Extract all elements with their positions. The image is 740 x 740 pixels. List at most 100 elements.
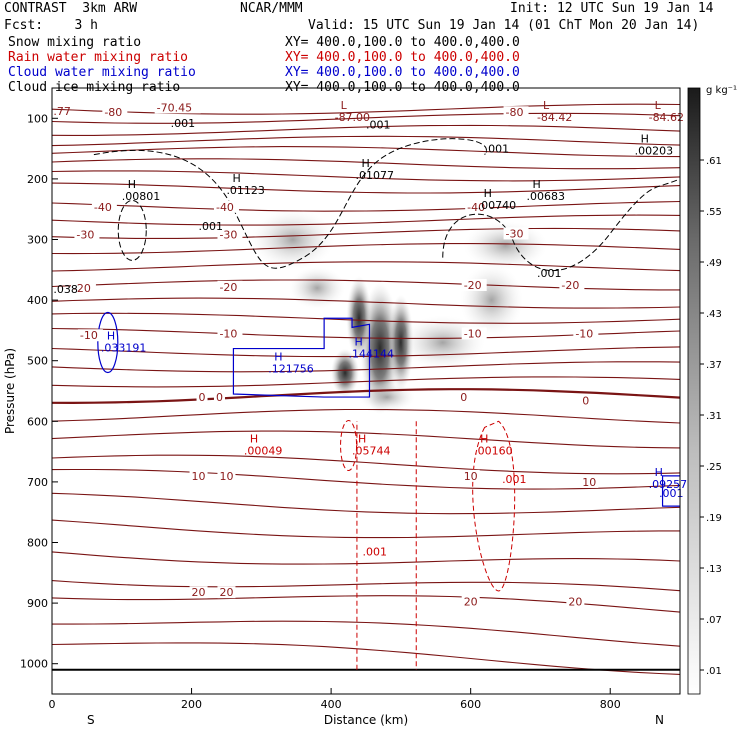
temp-label-0: -80 bbox=[104, 106, 122, 119]
axes: 0 200 400 600 800100200300400500600700800900… bbox=[3, 112, 664, 727]
snow-shade-1 bbox=[346, 276, 372, 361]
temp-label-2: -80 bbox=[506, 106, 524, 119]
title-left: CONTRAST 3km ARW bbox=[4, 1, 138, 16]
colorbar-ticks: .01 .07 .13 .19 .25 .31 .37 .43 .49 .55 .61 bbox=[700, 156, 722, 677]
colorbar-label-7: .43 bbox=[706, 309, 722, 320]
extremum-value-7: .00683 bbox=[526, 190, 565, 203]
temp-label-1: -70.45 bbox=[157, 101, 192, 114]
extremum-symbol-0: L bbox=[341, 99, 348, 112]
extremum-symbol-8: H bbox=[641, 133, 649, 146]
contour-value-9: .001 bbox=[659, 487, 684, 500]
temperature-line-21 bbox=[52, 408, 680, 424]
temperature-line-4 bbox=[52, 146, 680, 158]
temp-label-bg-3 bbox=[91, 200, 117, 213]
temperature-line-7 bbox=[52, 182, 680, 194]
contour-labels: -80 -70.45 -80 -40 -40 -40 -30 -30 -30 -20 -20 -20 -… bbox=[53, 99, 687, 608]
temp-label-12: -20 bbox=[561, 279, 579, 292]
rain-contour-small bbox=[340, 420, 358, 472]
temp-label-bg-13 bbox=[77, 329, 103, 342]
temperature-line-3 bbox=[52, 135, 680, 147]
snow-shade-8 bbox=[289, 266, 346, 309]
extremum-value-9: .033191 bbox=[101, 342, 147, 355]
temp-label-16: -10 bbox=[575, 327, 593, 340]
colorbar bbox=[687, 87, 701, 695]
temp-label-bg-5 bbox=[465, 200, 491, 213]
contour-value-6: .038 bbox=[53, 283, 77, 296]
extremum-value-14: .05744 bbox=[352, 445, 391, 458]
colorbar-label-2: .13 bbox=[706, 564, 722, 575]
temp-label-bg-9 bbox=[70, 281, 96, 294]
y-tick-label-9: 1000 bbox=[20, 658, 48, 671]
contour-value-8: .001 bbox=[363, 546, 388, 559]
temp-label-bg-24 bbox=[580, 475, 599, 488]
rain-contour-east bbox=[472, 420, 516, 592]
temp-label-bg-2 bbox=[503, 106, 529, 119]
extremum-symbol-6: H bbox=[484, 187, 492, 200]
colorbar-label-10: .61 bbox=[706, 156, 722, 167]
temperature-line-29 bbox=[52, 595, 680, 613]
temperature-line-17 bbox=[52, 346, 680, 358]
temp-label-bg-6 bbox=[74, 228, 100, 241]
temperature-line-24 bbox=[52, 468, 680, 490]
extremum-value-15: .00160 bbox=[474, 445, 512, 458]
y-tick-label-5: 600 bbox=[27, 415, 48, 428]
y-tick-label-0: 100 bbox=[27, 112, 48, 125]
temp-label-bg-21 bbox=[189, 469, 208, 482]
north-label: N bbox=[655, 713, 664, 727]
cloud-water-contour-west bbox=[97, 311, 119, 374]
colorbar-label-0: .01 bbox=[706, 666, 722, 677]
temp-label-28: 20 bbox=[568, 595, 582, 608]
temp-label-19: 0 bbox=[460, 391, 467, 404]
extremum-symbol-3: H bbox=[232, 172, 240, 185]
hydrometeor-contours bbox=[93, 138, 680, 670]
temperature-line-18 bbox=[52, 361, 680, 373]
extremum-symbol-10: H bbox=[274, 351, 282, 364]
temp-label-20: 0 bbox=[582, 395, 589, 408]
colorbar-label-8: .49 bbox=[706, 258, 722, 269]
temperature-line-28 bbox=[52, 580, 680, 592]
field-name-cloud-water: Cloud water mixing ratio bbox=[8, 65, 196, 80]
temp-label-bg-18 bbox=[213, 391, 225, 404]
y-tick-label-1: 200 bbox=[27, 173, 48, 186]
temp-label-10: -20 bbox=[219, 281, 237, 294]
field-name-snow: Snow mixing ratio bbox=[8, 35, 142, 50]
temp-label-bg-12 bbox=[559, 278, 585, 291]
temp-label-bg-23 bbox=[461, 469, 480, 482]
extremum-value-4: .00801 bbox=[122, 190, 160, 203]
temp-label-bg-20 bbox=[580, 394, 592, 407]
temp-label-bg-0 bbox=[102, 106, 128, 119]
cloud-ice-contour-east bbox=[442, 178, 680, 272]
contour-value-4: .001 bbox=[537, 267, 562, 280]
temperature-line-22 bbox=[52, 430, 680, 449]
y-tick-label-8: 900 bbox=[27, 597, 48, 610]
temp-label-18: 0 bbox=[216, 391, 223, 404]
extremum-value-2: -84.62 bbox=[649, 111, 684, 124]
snow-shade-6 bbox=[460, 264, 524, 337]
y-tick-label-6: 700 bbox=[27, 476, 48, 489]
contour-value-3: .001 bbox=[199, 220, 224, 233]
temp-label-4: -40 bbox=[216, 201, 234, 214]
extremum-symbol-14: H bbox=[358, 433, 366, 446]
rain-contour-shaft bbox=[356, 421, 417, 670]
temp-label-bg-10 bbox=[217, 280, 243, 293]
temp-label-9: -20 bbox=[73, 282, 91, 295]
extremum-value-12: .09257 bbox=[649, 478, 688, 491]
x-tick-label-0: 0 bbox=[49, 698, 56, 711]
snow-shade-9 bbox=[331, 348, 360, 397]
temp-label-23: 10 bbox=[464, 470, 478, 483]
colorbar-label-9: .55 bbox=[706, 207, 722, 218]
colorbar-label-1: .07 bbox=[706, 615, 722, 626]
field-xy-cloud-ice: XY= 400.0,100.0 to 400.0,400.0 bbox=[285, 80, 520, 95]
contour-value-7: .001 bbox=[502, 473, 526, 486]
temperature-line-11 bbox=[52, 243, 680, 255]
extremum-symbol-1: L bbox=[543, 99, 550, 112]
temperature-line-25 bbox=[52, 492, 680, 515]
temperature-line-1 bbox=[52, 112, 680, 124]
temp-label-bg-16 bbox=[573, 327, 599, 340]
temp-label-bg-19 bbox=[458, 391, 470, 404]
colorbar-unit: g kg⁻¹ bbox=[706, 85, 737, 96]
field-xy-rain: XY= 400.0,100.0 to 400.0,400.0 bbox=[285, 50, 520, 65]
temp-label-26: 20 bbox=[219, 586, 233, 599]
extremum-value-11: .144144 bbox=[349, 348, 395, 361]
